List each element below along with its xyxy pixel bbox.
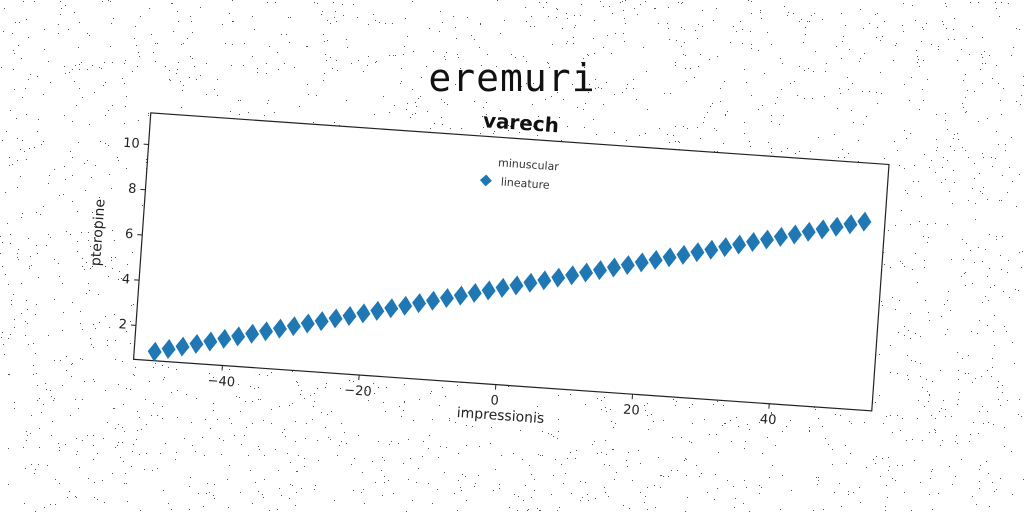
legend-title: minuscular — [498, 156, 560, 173]
data-point — [384, 298, 399, 319]
data-point — [634, 252, 649, 273]
data-point — [439, 288, 454, 309]
data-point — [217, 328, 232, 349]
legend: minuscular lineature — [479, 156, 560, 192]
data-point — [620, 255, 635, 276]
series-lineature — [147, 211, 872, 362]
data-point — [300, 313, 315, 334]
data-point — [579, 262, 594, 283]
x-axis: −40 −20 0 20 40 — [207, 365, 777, 428]
data-point — [286, 316, 301, 337]
data-point — [398, 295, 413, 316]
x-tick-label: 20 — [623, 403, 641, 419]
data-point — [370, 300, 385, 321]
data-point — [412, 293, 427, 314]
y-axis: 2 4 6 8 10 — [118, 136, 149, 333]
data-point — [328, 308, 343, 329]
data-point — [704, 239, 719, 260]
data-point — [245, 323, 260, 344]
data-point — [648, 249, 663, 270]
y-tick-label: 8 — [128, 182, 137, 198]
legend-marker-diamond — [479, 174, 492, 187]
data-point — [759, 229, 774, 250]
data-point — [426, 290, 440, 311]
data-point — [857, 211, 872, 232]
x-axis-label: impressionis — [456, 405, 544, 427]
data-point — [272, 318, 287, 339]
x-tick-label: 40 — [759, 412, 777, 428]
data-point — [259, 321, 274, 342]
y-tick-label: 2 — [118, 317, 127, 333]
data-point — [523, 272, 538, 293]
data-point — [551, 267, 566, 288]
y-tick-label: 4 — [121, 272, 130, 288]
plot-group: varech −40 −20 0 20 40 2 4 6 8 10 impressionis p… — [88, 108, 890, 428]
data-point — [314, 311, 329, 332]
data-point — [509, 275, 524, 296]
y-tick-label: 6 — [124, 227, 133, 243]
plot-frame — [132, 112, 890, 412]
data-point — [593, 260, 607, 281]
data-point — [467, 282, 482, 303]
data-point — [773, 226, 788, 247]
data-point — [356, 303, 371, 324]
x-tick-label: −20 — [344, 383, 372, 400]
data-point — [175, 336, 190, 357]
data-point — [718, 237, 733, 258]
data-point — [787, 224, 802, 245]
data-point — [537, 270, 552, 291]
x-tick-label: 0 — [490, 393, 499, 409]
legend-series-name: lineature — [500, 175, 550, 191]
page-title: eremuri — [428, 56, 596, 100]
data-point — [843, 214, 858, 235]
data-point — [203, 331, 218, 352]
data-point — [453, 285, 468, 306]
data-point — [676, 244, 691, 265]
data-point — [495, 277, 510, 298]
data-point — [606, 257, 621, 278]
data-point — [746, 232, 761, 252]
data-point — [690, 242, 705, 263]
data-point — [231, 326, 246, 347]
data-point — [815, 219, 830, 240]
data-point — [801, 221, 816, 242]
chart-title: varech — [482, 108, 560, 137]
y-axis-label: pteropine — [88, 198, 109, 266]
data-point — [481, 280, 496, 301]
data-point — [732, 234, 747, 255]
y-tick-label: 10 — [123, 136, 141, 152]
data-point — [565, 265, 580, 286]
data-point — [189, 333, 204, 354]
data-point — [662, 247, 677, 268]
data-point — [829, 216, 844, 237]
data-point — [342, 306, 357, 326]
data-point — [161, 339, 176, 359]
x-tick-label: −40 — [207, 374, 235, 391]
data-point — [147, 341, 162, 362]
